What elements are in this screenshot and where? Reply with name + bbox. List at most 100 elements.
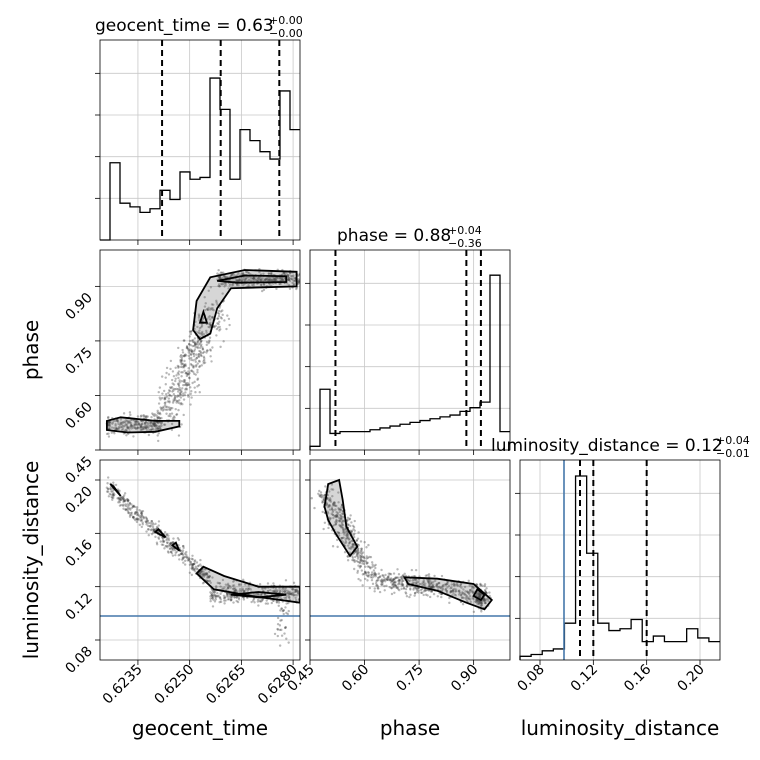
sample-point bbox=[187, 372, 190, 376]
sample-point bbox=[155, 424, 158, 427]
sample-point bbox=[139, 516, 142, 519]
sample-point bbox=[122, 497, 125, 500]
sample-point bbox=[219, 598, 222, 601]
sample-point bbox=[373, 590, 376, 593]
sample-point bbox=[162, 540, 166, 543]
sample-point bbox=[252, 277, 255, 280]
sample-point bbox=[196, 331, 199, 334]
sample-point bbox=[134, 511, 137, 515]
sample-point bbox=[241, 587, 244, 590]
sample-point bbox=[414, 581, 418, 585]
sample-point bbox=[243, 278, 246, 282]
sample-point bbox=[287, 641, 290, 644]
sample-point bbox=[182, 398, 186, 401]
sample-point bbox=[170, 378, 174, 382]
sample-point bbox=[344, 540, 347, 543]
sample-point bbox=[183, 363, 186, 367]
sample-point bbox=[423, 584, 427, 588]
x-tick-label: 0.20 bbox=[674, 662, 707, 695]
sample-point bbox=[346, 537, 349, 540]
sample-point bbox=[478, 595, 482, 599]
sample-point bbox=[147, 524, 150, 528]
sample-point bbox=[124, 429, 127, 432]
sample-point bbox=[403, 572, 406, 575]
sample-point bbox=[338, 520, 341, 523]
sample-point bbox=[116, 420, 120, 423]
sample-point bbox=[185, 553, 188, 556]
sample-point bbox=[135, 518, 139, 521]
sample-point bbox=[351, 542, 354, 546]
sample-point bbox=[280, 618, 283, 622]
sample-point bbox=[252, 277, 255, 280]
sample-point bbox=[232, 283, 235, 287]
sample-point bbox=[212, 303, 215, 306]
sample-point bbox=[216, 317, 219, 320]
sample-point bbox=[143, 421, 147, 425]
sample-point bbox=[380, 579, 383, 582]
sample-point bbox=[208, 570, 211, 574]
sample-point bbox=[169, 367, 172, 371]
sample-point bbox=[126, 421, 130, 425]
sample-point bbox=[199, 344, 203, 348]
sample-point bbox=[453, 593, 456, 596]
sample-point bbox=[366, 571, 370, 574]
sample-point bbox=[201, 570, 204, 574]
sample-point bbox=[338, 519, 341, 522]
sample-point bbox=[257, 279, 260, 282]
sample-point bbox=[472, 610, 476, 614]
sample-point bbox=[225, 592, 229, 596]
sample-point bbox=[369, 555, 373, 559]
sample-point bbox=[224, 599, 227, 602]
sample-point bbox=[164, 401, 167, 404]
sample-point bbox=[146, 425, 149, 429]
sample-point bbox=[229, 595, 232, 599]
sample-point bbox=[351, 556, 355, 560]
sample-point bbox=[340, 523, 344, 526]
sample-point bbox=[360, 569, 364, 572]
sample-point bbox=[461, 603, 465, 606]
sample-point bbox=[249, 588, 252, 591]
sample-point bbox=[168, 394, 171, 397]
sample-point bbox=[150, 519, 153, 523]
sample-point bbox=[175, 395, 179, 398]
sample-point bbox=[195, 357, 198, 360]
sample-point bbox=[348, 541, 351, 545]
sample-point bbox=[362, 562, 366, 566]
sample-point bbox=[346, 559, 350, 562]
sample-point bbox=[180, 363, 183, 366]
sample-point bbox=[252, 279, 255, 282]
sample-point bbox=[294, 590, 298, 593]
sample-point bbox=[118, 499, 121, 502]
sample-point bbox=[369, 566, 372, 569]
sample-point bbox=[377, 578, 380, 582]
sample-point bbox=[254, 279, 258, 282]
sample-point bbox=[184, 372, 187, 375]
sample-point bbox=[196, 362, 199, 365]
sample-point bbox=[196, 568, 199, 571]
sample-point bbox=[202, 570, 205, 573]
sample-point bbox=[191, 566, 195, 570]
sample-point bbox=[322, 497, 326, 500]
sample-point bbox=[179, 353, 183, 357]
sample-point bbox=[228, 584, 232, 588]
sample-point bbox=[383, 584, 386, 588]
sample-point bbox=[359, 556, 362, 559]
sample-point bbox=[159, 422, 163, 425]
sample-point bbox=[195, 342, 199, 345]
sample-point bbox=[335, 504, 338, 508]
sample-point bbox=[454, 588, 458, 591]
sample-point bbox=[173, 388, 177, 391]
sample-point bbox=[400, 584, 403, 587]
sample-point bbox=[147, 528, 150, 531]
sample-point bbox=[298, 279, 300, 282]
sample-point bbox=[159, 406, 162, 409]
sample-point bbox=[467, 597, 470, 601]
title-geocent-time-main: geocent_time = 0.63 bbox=[95, 16, 274, 36]
sample-point bbox=[152, 424, 156, 427]
sample-point bbox=[337, 506, 340, 510]
sample-point bbox=[223, 283, 226, 286]
sample-point bbox=[166, 405, 169, 409]
sample-point bbox=[181, 348, 184, 352]
sample-point bbox=[257, 604, 260, 607]
sample-point bbox=[358, 561, 362, 565]
